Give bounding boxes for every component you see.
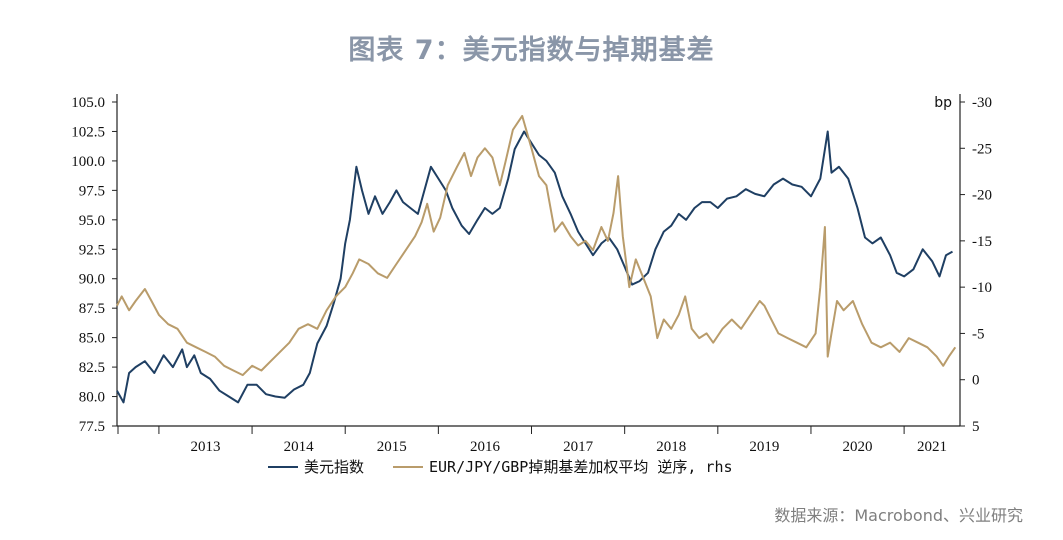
left-tick-label: 85.0 — [79, 331, 105, 347]
right-tick-label: 0 — [972, 373, 980, 389]
x-tick-label: 2013 — [190, 439, 220, 455]
left-tick-label: 77.5 — [79, 419, 105, 435]
right-tick-label: -10 — [972, 280, 992, 296]
right-tick-label: -15 — [972, 234, 992, 250]
series-line-usd-index — [116, 130, 953, 404]
x-tick-label: 2018 — [656, 439, 686, 455]
axes: 105.0 102.5 100.0 97.5 95.0 92.5 90.0 87.5 85.0 8… — [71, 94, 992, 455]
left-tick-label: 100.0 — [71, 154, 105, 170]
legend-label-swap-basis: EUR/JPY/GBP掉期基差加权平均 逆序, rhs — [429, 458, 733, 476]
source-note: 数据来源：Macrobond、兴业研究 — [774, 506, 1023, 525]
chart-title: 图表 7：美元指数与掉期基差 — [348, 35, 715, 66]
left-tick-label: 80.0 — [79, 390, 105, 406]
left-tick-label: 105.0 — [71, 95, 105, 111]
right-tick-label: -25 — [972, 141, 992, 157]
left-tick-label: 90.0 — [79, 272, 105, 288]
right-axis-unit: bp — [934, 95, 952, 111]
right-tick-label: -30 — [972, 95, 992, 111]
right-tick-label: 5 — [972, 419, 980, 435]
series-group — [116, 114, 957, 404]
right-tick-label: -20 — [972, 188, 992, 204]
x-tick-label: 2016 — [470, 439, 501, 455]
left-tick-label: 87.5 — [79, 301, 105, 317]
x-tick-label: 2014 — [284, 439, 315, 455]
series-line-swap-basis — [116, 114, 957, 377]
left-tick-label: 92.5 — [79, 242, 105, 258]
left-tick-label: 82.5 — [79, 360, 105, 376]
x-tick-label: 2015 — [377, 439, 407, 455]
legend: 美元指数 EUR/JPY/GBP掉期基差加权平均 逆序, rhs — [268, 458, 733, 476]
left-tick-label: 97.5 — [79, 183, 105, 199]
x-tick-label: 2020 — [843, 439, 873, 455]
x-tick-label: 2019 — [749, 439, 779, 455]
left-tick-label: 95.0 — [79, 213, 105, 229]
legend-label-usd-index: 美元指数 — [304, 458, 364, 476]
x-tick-label: 2021 — [917, 439, 947, 455]
right-tick-label: -5 — [972, 326, 985, 342]
left-tick-label: 102.5 — [71, 124, 105, 140]
x-tick-label: 2017 — [563, 439, 594, 455]
